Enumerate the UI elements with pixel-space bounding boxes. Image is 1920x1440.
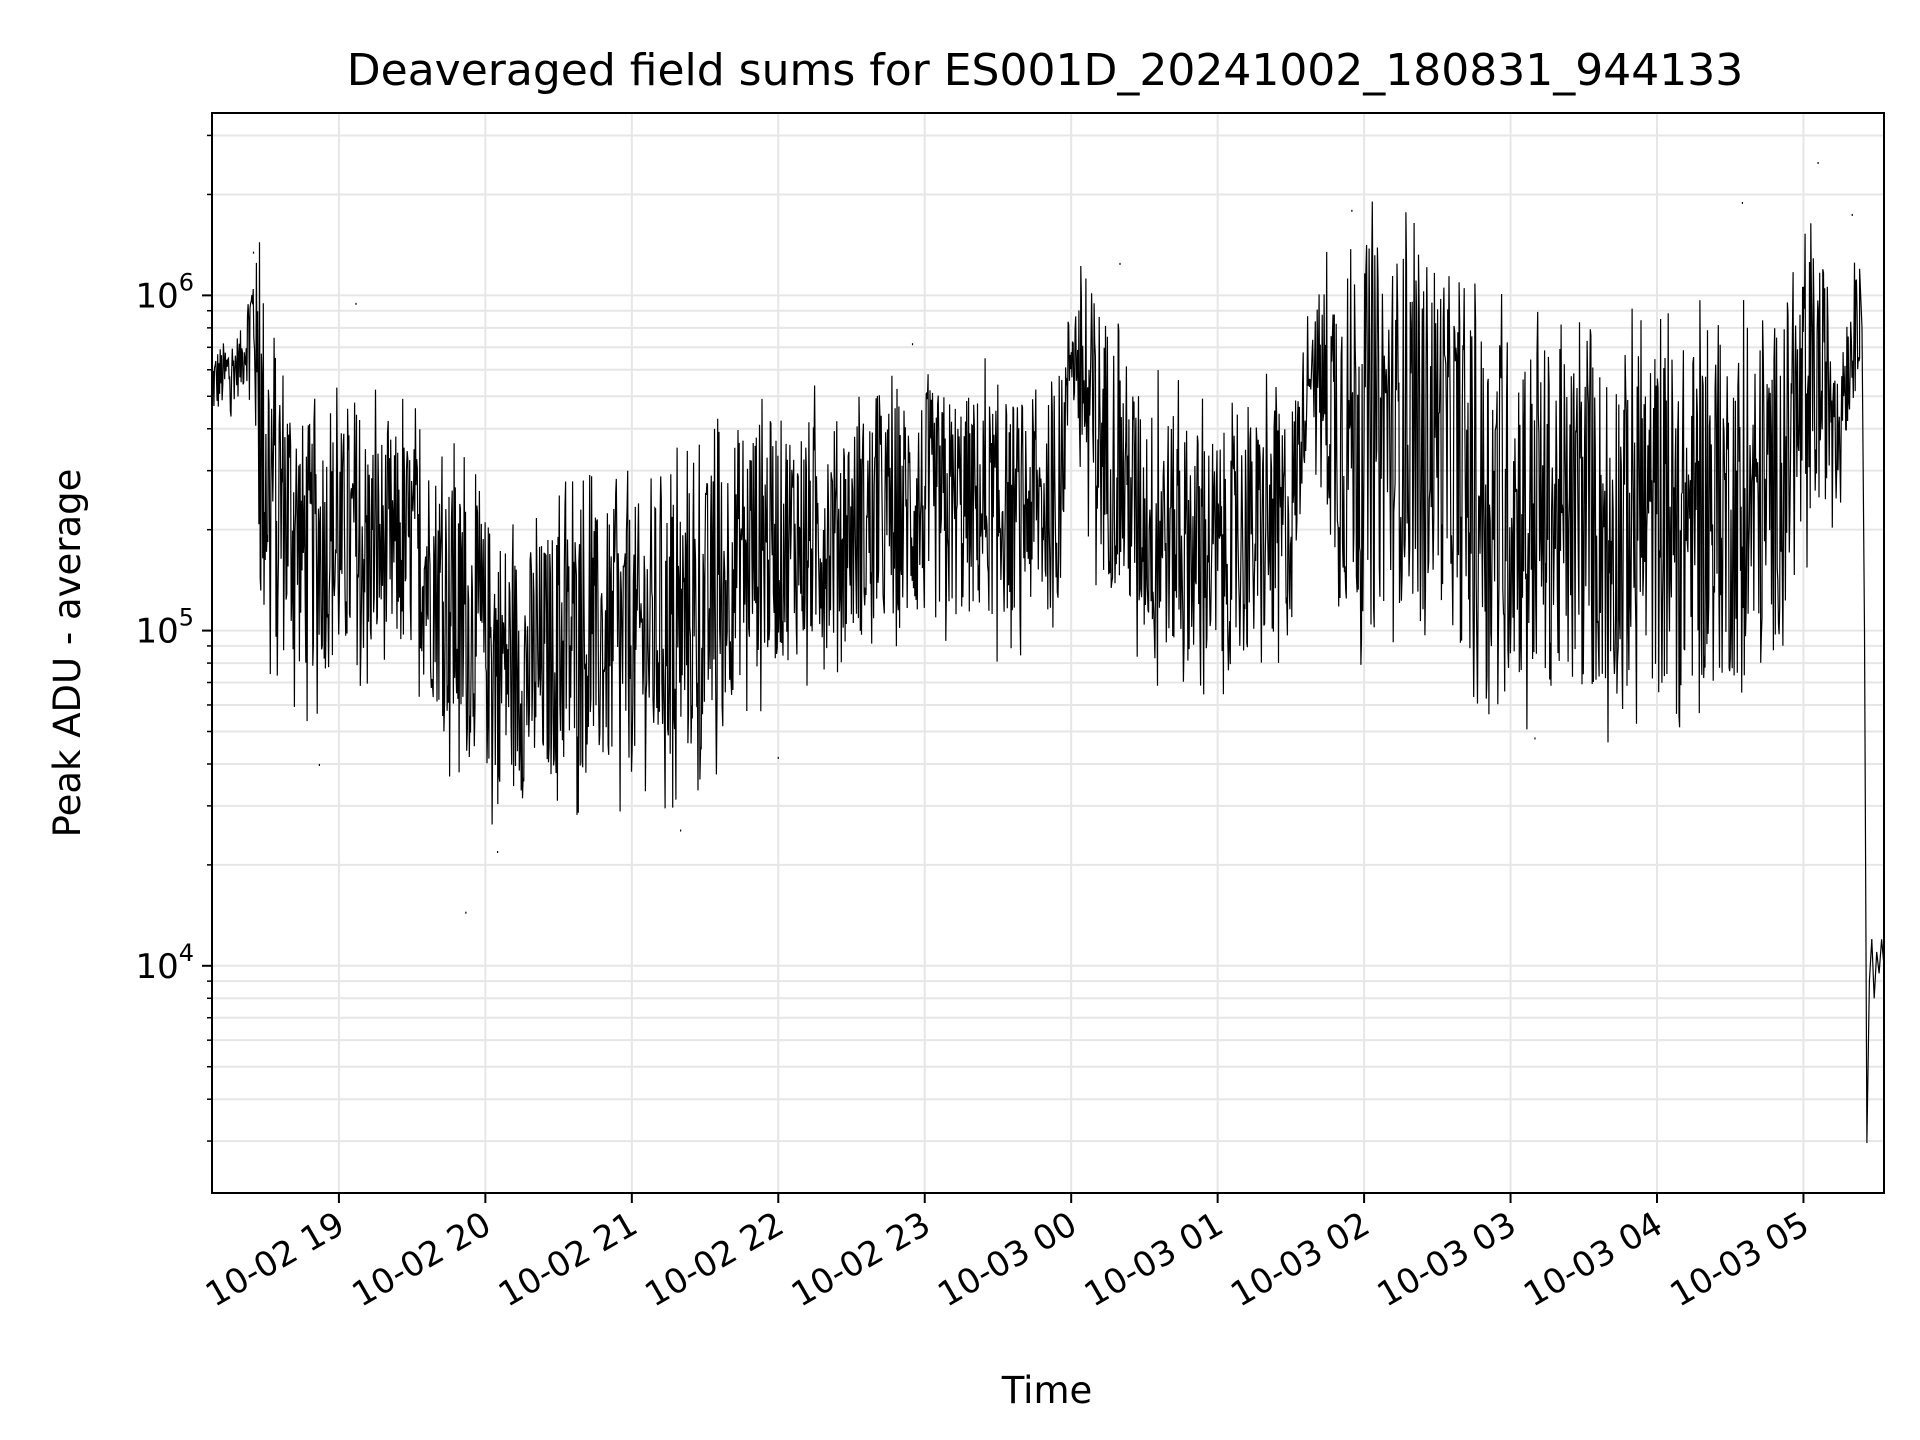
y-tick-label: 106 bbox=[135, 268, 194, 316]
y-axis-ticks: 104 105 106 bbox=[135, 134, 212, 1142]
x-axis-label: Time bbox=[1001, 1369, 1093, 1412]
y-axis-label: Peak ADU - average bbox=[46, 469, 89, 838]
grid-lines bbox=[212, 113, 1884, 1193]
chart-title: Deaveraged field sums for ES001D_2024100… bbox=[347, 45, 1743, 96]
y-tick-label: 104 bbox=[135, 939, 194, 987]
y-tick-label: 105 bbox=[135, 604, 194, 652]
plot-frame bbox=[211, 112, 1885, 1194]
series-line bbox=[211, 201, 1885, 1142]
